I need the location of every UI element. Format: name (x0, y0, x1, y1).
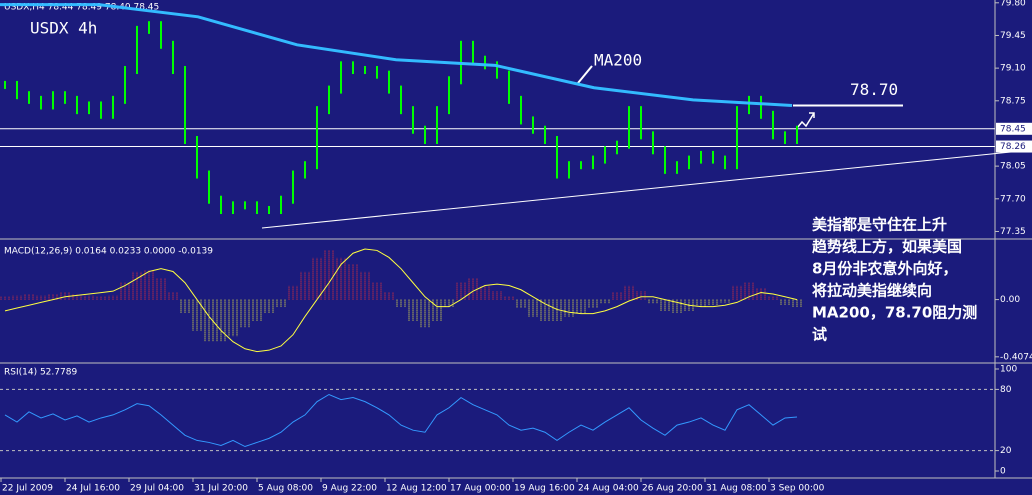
y-tick-label: 77.35 (1000, 227, 1026, 237)
y-tick-label: 0.00 (1000, 295, 1020, 305)
x-tick-label: 12 Aug 12:00 (386, 484, 447, 494)
y-tick-label: 78.05 (1000, 162, 1026, 172)
chart-title: USDX 4h (30, 19, 97, 38)
y-tick-label: 77.70 (1000, 194, 1026, 204)
y-tick-label: -0.4074 (1000, 352, 1032, 362)
x-tick-label: 9 Aug 22:00 (322, 484, 377, 494)
rsi-header: RSI(14) 52.7789 (4, 368, 77, 378)
annotation-line: 趋势线上方，如果美国 (812, 238, 962, 256)
rsi-line (4, 393, 798, 448)
y-tick-label: 78.75 (1000, 96, 1026, 106)
annotation-line: 8月份非农意外向好， (812, 260, 957, 278)
x-tick-label: 19 Aug 16:00 (514, 484, 575, 494)
x-tick-label: 31 Aug 08:00 (706, 484, 767, 494)
breakout-arrow (796, 112, 815, 129)
annotation-line: 将拉动美指继续向 (812, 282, 932, 300)
ma200-line (0, 3, 793, 107)
x-tick-label: 24 Jul 16:00 (66, 484, 120, 494)
signal-line (4, 248, 798, 353)
y-tick-label: 0 (1000, 467, 1006, 477)
y-tick-label: 79.10 (1000, 64, 1026, 74)
y-tick-label: 100 (1000, 365, 1017, 375)
y-tick-label: 20 (1000, 446, 1012, 456)
level-label-box (996, 122, 1032, 135)
x-tick-label: 5 Aug 08:00 (258, 484, 313, 494)
level-label-box (996, 140, 1032, 153)
macd-header: MACD(12,26,9) 0.0164 0.0233 0.0000 -0.01… (4, 247, 213, 257)
ma200-pointer (577, 65, 593, 84)
ma200-label: MA200 (594, 51, 642, 70)
x-tick-label: 3 Sep 00:00 (770, 484, 825, 494)
x-tick-label: 29 Jul 04:00 (130, 484, 184, 494)
y-tick-label: 80 (1000, 385, 1012, 395)
y-tick-label: 79.45 (1000, 31, 1026, 41)
level-label: 78.45 (1000, 124, 1026, 134)
annotation-line: 试 (812, 326, 827, 344)
x-tick-label: 22 Jul 2009 (2, 484, 53, 494)
x-tick-label: 17 Aug 00:00 (450, 484, 511, 494)
level-label: 78.26 (1000, 142, 1026, 152)
resistance-label: 78.70 (850, 80, 898, 99)
x-tick-label: 26 Aug 20:00 (642, 484, 703, 494)
annotation-line: MA200，78.70阻力测 (812, 304, 977, 322)
x-tick-label: 24 Aug 04:00 (578, 484, 639, 494)
y-tick-label: 79.80 (1000, 0, 1026, 8)
trend-line (261, 149, 1031, 229)
x-tick-label: 31 Jul 20:00 (194, 484, 248, 494)
annotation-line: 美指都是守住在上升 (812, 216, 947, 234)
symbol-info: USDX,H4 78.44 78.49 78.40 78.45 (4, 3, 159, 13)
